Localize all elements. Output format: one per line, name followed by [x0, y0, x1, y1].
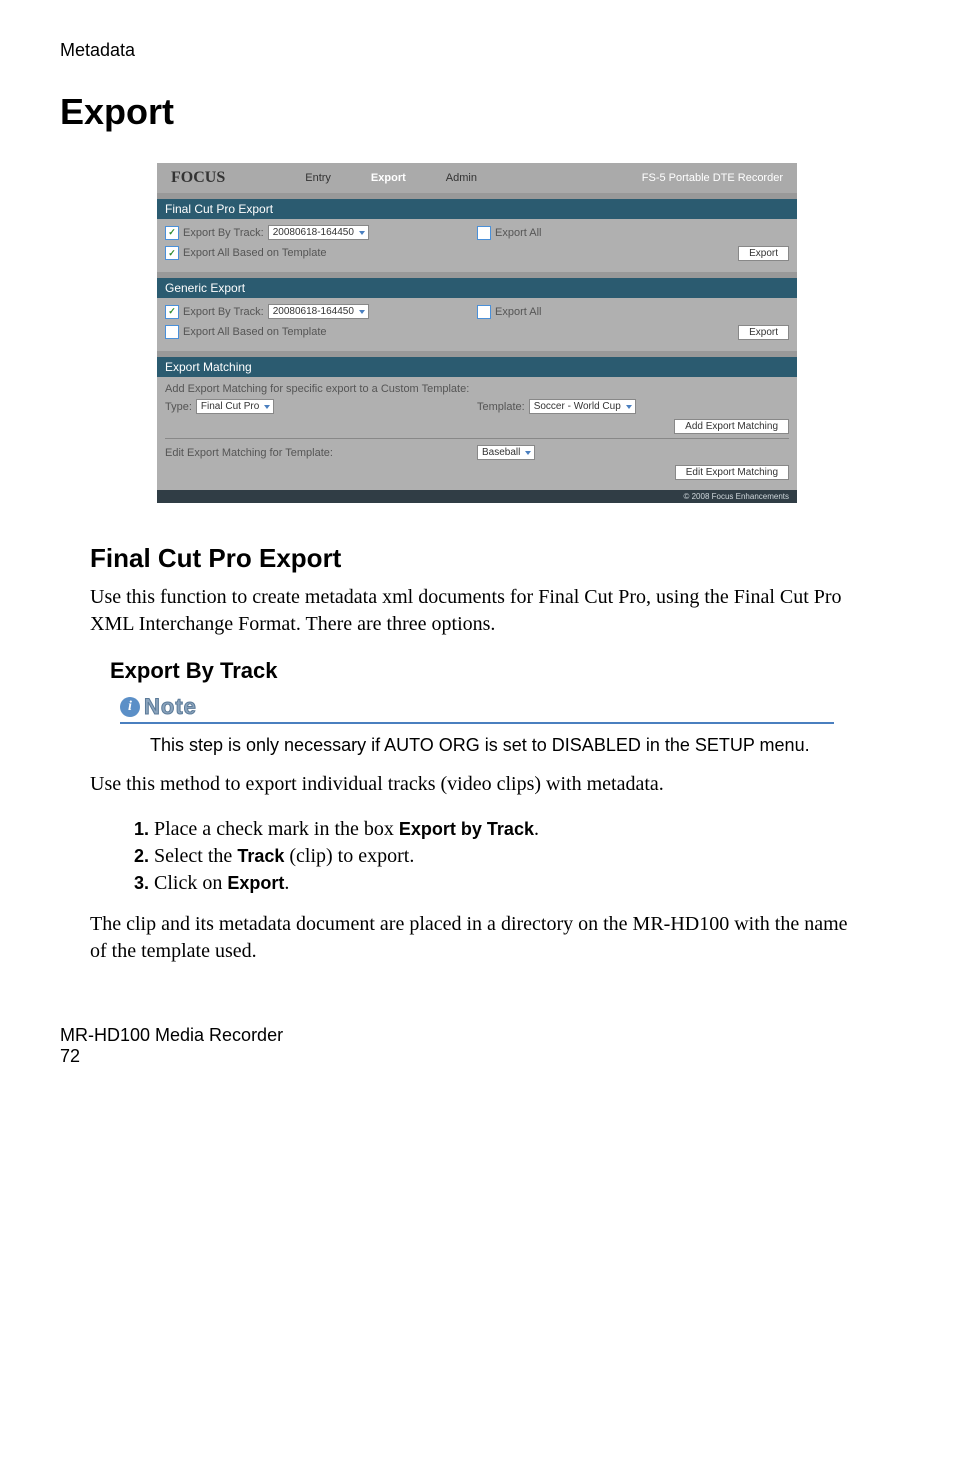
matching-type-dropdown[interactable]: Final Cut Pro: [196, 399, 274, 414]
screenshot-copyright: © 2008 Focus Enhancements: [157, 490, 797, 503]
fcp-export-panel: Final Cut Pro Export ✓ Export By Track: …: [157, 199, 797, 272]
matching-template-dropdown[interactable]: Soccer - World Cup: [529, 399, 636, 414]
step-3-bold: Export: [227, 873, 284, 893]
matching-panel-title: Export Matching: [157, 357, 797, 377]
fcp-track-dropdown[interactable]: 20080618-164450: [268, 225, 369, 240]
device-label: FS-5 Portable DTE Recorder: [642, 172, 783, 184]
step-3: Click on Export.: [154, 872, 864, 895]
info-icon: i: [120, 697, 140, 717]
edit-export-matching-button[interactable]: Edit Export Matching: [675, 465, 789, 480]
page-title: Export: [60, 91, 894, 133]
fcp-export-description: Use this function to create metadata xml…: [90, 584, 864, 638]
result-description: The clip and its metadata document are p…: [90, 911, 864, 965]
nav-entry[interactable]: Entry: [305, 172, 331, 184]
step-2-text-c: (clip) to export.: [284, 845, 414, 867]
export-matching-panel: Export Matching Add Export Matching for …: [157, 357, 797, 490]
generic-export-by-track-checkbox[interactable]: ✓: [165, 305, 179, 319]
fcp-export-all-checkbox[interactable]: [477, 226, 491, 240]
generic-export-panel: Generic Export ✓ Export By Track: 200806…: [157, 278, 797, 351]
matching-type-label: Type:: [165, 401, 192, 413]
footer-product: MR-HD100 Media Recorder: [60, 1025, 894, 1046]
focus-logo: FOCUS: [171, 169, 225, 187]
page-footer: MR-HD100 Media Recorder 72: [60, 1025, 894, 1067]
screenshot-topbar: FOCUS Entry Export Admin FS-5 Portable D…: [157, 163, 797, 193]
note-body: This step is only necessary if AUTO ORG …: [150, 734, 834, 757]
page-header-label: Metadata: [60, 40, 894, 61]
step-1: Place a check mark in the box Export by …: [154, 818, 864, 841]
step-1-text-c: .: [534, 818, 539, 840]
fcp-export-by-track-checkbox[interactable]: ✓: [165, 226, 179, 240]
matching-add-text: Add Export Matching for specific export …: [165, 383, 789, 395]
step-2-bold: Track: [237, 846, 284, 866]
fcp-export-all-template-label: Export All Based on Template: [183, 247, 327, 259]
fcp-export-all-label: Export All: [495, 227, 541, 239]
generic-export-button[interactable]: Export: [738, 325, 789, 340]
step-3-text-a: Click on: [154, 872, 227, 894]
fcp-panel-title: Final Cut Pro Export: [157, 199, 797, 219]
nav-admin[interactable]: Admin: [446, 172, 477, 184]
generic-panel-title: Generic Export: [157, 278, 797, 298]
fcp-export-by-track-label: Export By Track:: [183, 227, 264, 239]
generic-export-all-template-label: Export All Based on Template: [183, 326, 327, 338]
steps-list: Place a check mark in the box Export by …: [130, 818, 864, 895]
footer-page-number: 72: [60, 1046, 894, 1067]
generic-export-all-label: Export All: [495, 306, 541, 318]
note-label: Note: [144, 694, 197, 720]
step-2: Select the Track (clip) to export.: [154, 845, 864, 868]
matching-edit-text: Edit Export Matching for Template:: [165, 447, 333, 459]
step-2-text-a: Select the: [154, 845, 237, 867]
export-by-track-description: Use this method to export individual tra…: [90, 771, 864, 798]
export-screenshot: FOCUS Entry Export Admin FS-5 Portable D…: [157, 163, 797, 503]
screenshot-nav: Entry Export Admin: [305, 172, 477, 184]
generic-track-dropdown[interactable]: 20080618-164450: [268, 304, 369, 319]
step-3-text-c: .: [284, 872, 289, 894]
fcp-export-all-template-checkbox[interactable]: ✓: [165, 246, 179, 260]
fcp-export-heading: Final Cut Pro Export: [90, 543, 894, 574]
add-export-matching-button[interactable]: Add Export Matching: [674, 419, 789, 434]
nav-export[interactable]: Export: [371, 172, 406, 184]
step-1-bold: Export by Track: [399, 819, 534, 839]
matching-edit-dropdown[interactable]: Baseball: [477, 445, 535, 460]
step-1-text-a: Place a check mark in the box: [154, 818, 399, 840]
generic-export-all-template-checkbox[interactable]: [165, 325, 179, 339]
note-block: i Note This step is only necessary if AU…: [120, 694, 834, 757]
matching-template-label: Template:: [477, 401, 525, 413]
generic-export-by-track-label: Export By Track:: [183, 306, 264, 318]
fcp-export-button[interactable]: Export: [738, 246, 789, 261]
export-by-track-heading: Export By Track: [110, 658, 894, 684]
generic-export-all-checkbox[interactable]: [477, 305, 491, 319]
